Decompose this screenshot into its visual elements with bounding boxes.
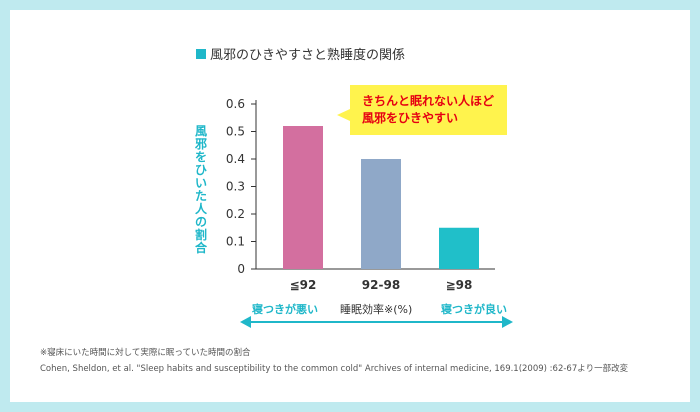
bar-3 — [439, 227, 479, 269]
y-tick-label: 0.1 — [226, 235, 245, 249]
callout-tail — [337, 109, 350, 121]
y-axis-label: 風邪をひいた人の割合 — [194, 124, 207, 255]
title-square-icon — [196, 48, 206, 59]
callout-text: きちんと眠れない人ほど 風邪をひきやすい — [362, 93, 507, 127]
y-tick-label: 0.4 — [226, 152, 245, 166]
x-tick-label: ≧98 — [446, 278, 473, 292]
footnote-definition: ※寝床にいた時間に対して実際に眠っていた時間の割合 — [40, 348, 251, 358]
callout-line-1: きちんと眠れない人ほど — [362, 94, 495, 108]
y-tick-label: 0.3 — [226, 180, 245, 194]
x-axis-title: 睡眠効率※(%) — [340, 303, 413, 316]
callout-line-2: 風邪をひきやすい — [362, 111, 459, 125]
arrow-left-head — [240, 316, 251, 328]
y-tick-label: 0.2 — [226, 207, 245, 221]
y-tick-label: 0.6 — [226, 97, 245, 111]
bar-1 — [283, 126, 323, 269]
arrow-right-head — [502, 316, 513, 328]
arrow — [240, 316, 513, 328]
y-tick-label: 0 — [237, 262, 245, 276]
bar-2 — [361, 159, 401, 269]
x-tick-label: 92-98 — [362, 278, 400, 292]
x-tick-label: ≦92 — [290, 278, 317, 292]
chart-title: 風邪のひきやすさと熟睡度の関係 — [196, 44, 405, 63]
callout-box — [350, 85, 507, 135]
right-note: 寝つきが良い — [441, 303, 507, 316]
y-tick-label: 0.5 — [226, 125, 245, 139]
chart-title-text: 風邪のひきやすさと熟睡度の関係 — [210, 48, 406, 63]
left-note: 寝つきが悪い — [252, 303, 318, 316]
footnote-source: Cohen, Sheldon, et al. "Sleep habits and… — [40, 364, 629, 374]
